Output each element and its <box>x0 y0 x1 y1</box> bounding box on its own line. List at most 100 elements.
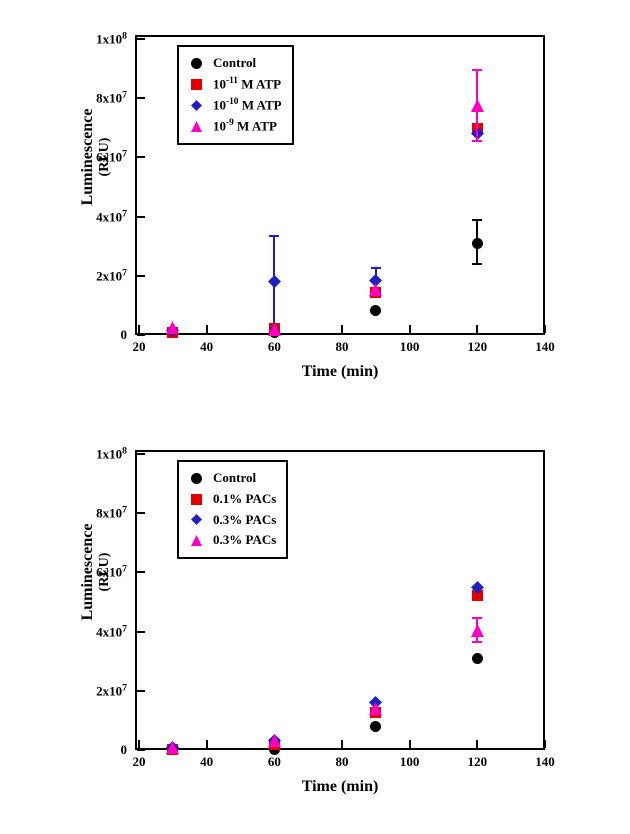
y-tick-label: 8x107 <box>96 90 127 107</box>
error-cap <box>472 69 482 71</box>
x-axis-title: Time (min) <box>137 363 543 381</box>
x-tick-label: 20 <box>133 754 146 770</box>
y-tick <box>137 334 145 336</box>
x-tick-label: 100 <box>400 754 420 770</box>
y-axis-title-line1: Luminescence <box>79 524 96 621</box>
circle-icon <box>187 56 205 70</box>
x-tick-label: 40 <box>200 754 213 770</box>
error-cap <box>472 140 482 142</box>
circle-icon <box>187 471 205 485</box>
x-tick-label: 20 <box>133 339 146 355</box>
y-tick-label: 1x108 <box>96 445 127 462</box>
x-axis-title: Time (min) <box>137 778 543 796</box>
legend-label: 0.1% PACs <box>213 489 276 510</box>
x-tick-label: 80 <box>336 754 349 770</box>
square-icon <box>187 492 205 506</box>
plot-area-2: Time (min) Luminescence (RLU) Control0.1… <box>135 450 545 750</box>
legend-row: 10-11 M ATP <box>187 74 282 95</box>
x-tick <box>544 740 546 748</box>
x-tick <box>476 740 478 748</box>
x-tick <box>138 325 140 333</box>
legend-label: 0.3% PACs <box>213 510 276 531</box>
y-tick <box>137 749 145 751</box>
y-tick-label: 4x107 <box>96 623 127 640</box>
data-point <box>471 581 484 594</box>
legend-label: Control <box>213 53 256 74</box>
data-point <box>166 741 179 754</box>
x-tick-label: 120 <box>468 339 488 355</box>
y-tick <box>137 512 145 514</box>
legend-row: Control <box>187 53 282 74</box>
data-point <box>370 719 381 730</box>
y-tick <box>137 690 145 692</box>
error-cap <box>371 267 381 269</box>
x-tick <box>206 740 208 748</box>
y-tick <box>137 97 145 99</box>
data-point <box>369 702 382 715</box>
y-tick <box>137 156 145 158</box>
y-tick <box>137 453 145 455</box>
legend-row: Control <box>187 468 276 489</box>
y-tick <box>137 275 145 277</box>
x-tick-label: 100 <box>400 339 420 355</box>
x-tick <box>341 740 343 748</box>
y-tick <box>137 38 145 40</box>
legend-row: 10-10 M ATP <box>187 95 282 116</box>
y-tick-label: 0 <box>121 327 128 343</box>
data-point <box>472 236 483 247</box>
y-axis-title-line1: Luminescence <box>79 109 96 206</box>
y-tick-label: 6x107 <box>96 564 127 581</box>
data-point <box>471 624 484 637</box>
y-tick-label: 1x108 <box>96 30 127 47</box>
data-point <box>166 321 179 334</box>
data-point <box>268 323 281 336</box>
error-cap <box>472 617 482 619</box>
chart-panel-1: Time (min) Luminescence (RLU) Control10-… <box>55 15 595 405</box>
triangle-icon <box>187 534 205 548</box>
x-tick <box>544 325 546 333</box>
y-tick <box>137 571 145 573</box>
data-point <box>268 734 281 747</box>
data-point <box>268 275 281 288</box>
y-tick <box>137 631 145 633</box>
error-cap <box>269 235 279 237</box>
triangle-icon <box>187 120 205 134</box>
legend-row: 0.3% PACs <box>187 510 276 531</box>
legend-row: 10-9 M ATP <box>187 116 282 137</box>
x-tick-label: 140 <box>535 754 555 770</box>
data-point <box>472 651 483 662</box>
square-icon <box>187 77 205 91</box>
page: { "global": { "page_width": 630, "page_h… <box>0 0 630 834</box>
x-tick-label: 60 <box>268 339 281 355</box>
x-tick-label: 40 <box>200 339 213 355</box>
chart-panel-2: Time (min) Luminescence (RLU) Control0.1… <box>55 430 595 820</box>
x-tick <box>409 740 411 748</box>
legend-row: 0.3% PACs <box>187 530 276 551</box>
x-tick <box>138 740 140 748</box>
x-tick-label: 60 <box>268 754 281 770</box>
y-tick-label: 4x107 <box>96 208 127 225</box>
x-tick <box>341 325 343 333</box>
x-tick-label: 140 <box>535 339 555 355</box>
legend-label: 10-11 M ATP <box>213 74 281 95</box>
legend-label: Control <box>213 468 256 489</box>
legend-label: 10-9 M ATP <box>213 116 277 137</box>
x-tick <box>409 325 411 333</box>
legend-2: Control0.1% PACs0.3% PACs0.3% PACs <box>177 460 288 559</box>
x-tick <box>206 325 208 333</box>
y-tick-label: 0 <box>121 742 128 758</box>
legend-label: 0.3% PACs <box>213 530 276 551</box>
legend-label: 10-10 M ATP <box>213 95 282 116</box>
data-point <box>369 283 382 296</box>
y-tick-label: 8x107 <box>96 505 127 522</box>
y-tick-label: 2x107 <box>96 267 127 284</box>
legend-1: Control10-11 M ATP10-10 M ATP10-9 M ATP <box>177 45 294 145</box>
error-cap <box>472 219 482 221</box>
y-tick <box>137 216 145 218</box>
y-tick-label: 6x107 <box>96 149 127 166</box>
x-tick <box>476 325 478 333</box>
y-tick-label: 2x107 <box>96 682 127 699</box>
x-tick-label: 80 <box>336 339 349 355</box>
x-tick-label: 120 <box>468 754 488 770</box>
diamond-icon <box>187 513 205 527</box>
